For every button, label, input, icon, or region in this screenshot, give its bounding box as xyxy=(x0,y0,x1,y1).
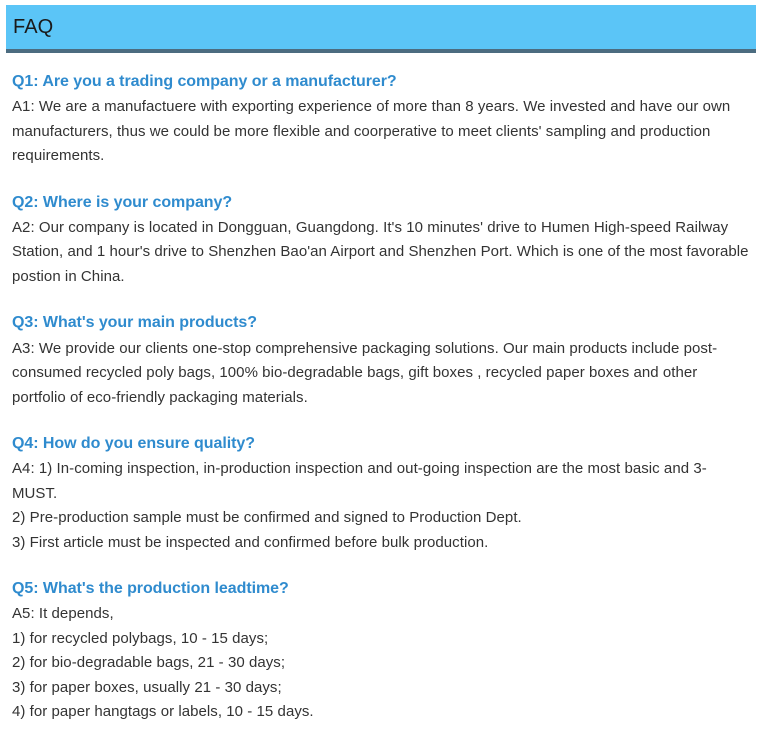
faq-item: Q1: Are you a trading company or a manuf… xyxy=(12,70,752,169)
faq-answer-line: A3: We provide our clients one-stop comp… xyxy=(12,339,718,406)
faq-item: Q4: How do you ensure quality? A4: 1) In… xyxy=(12,432,752,555)
faq-question: Q2: Where is your company? xyxy=(12,193,233,211)
faq-question: Q3: What's your main products? xyxy=(12,314,257,332)
faq-answer-line: 3) for paper boxes, usually 21 - 30 days… xyxy=(12,678,282,696)
faq-answer: A2: Our company is located in Dongguan, … xyxy=(12,216,752,290)
faq-answer-line: A2: Our company is located in Dongguan, … xyxy=(12,218,749,285)
faq-list: Q1: Are you a trading company or a manuf… xyxy=(12,70,752,725)
faq-answer-line: 1) for recycled polybags, 10 - 15 days; xyxy=(12,629,269,647)
faq-item: Q5: What's the production leadtime? A5: … xyxy=(12,577,752,725)
faq-question: Q5: What's the production leadtime? xyxy=(12,580,289,598)
faq-answer: A3: We provide our clients one-stop comp… xyxy=(12,337,752,411)
page-title: FAQ xyxy=(13,16,54,38)
faq-answer-line: 2) for bio-degradable bags, 21 - 30 days… xyxy=(12,654,286,672)
faq-answer-line: 2) Pre-production sample must be confirm… xyxy=(12,509,522,527)
faq-answer-line: 4) for paper hangtags or labels, 10 - 15… xyxy=(12,703,314,721)
faq-banner: FAQ xyxy=(6,5,756,53)
faq-answer-line: A4: 1) In-coming inspection, in-producti… xyxy=(12,460,707,502)
faq-item: Q2: Where is your company? A2: Our compa… xyxy=(12,191,752,290)
faq-item: Q3: What's your main products? A3: We pr… xyxy=(12,311,752,410)
faq-answer-line: A5: It depends, xyxy=(12,605,114,623)
faq-question: Q4: How do you ensure quality? xyxy=(12,435,255,453)
faq-answer-line: A1: We are a manufactuere with exporting… xyxy=(12,98,731,165)
faq-question: Q1: Are you a trading company or a manuf… xyxy=(12,73,397,90)
faq-answer: A1: We are a manufactuere with exporting… xyxy=(12,95,752,169)
faq-answer-line: 3) First article must be inspected and c… xyxy=(12,533,489,551)
faq-answer: A4: 1) In-coming inspection, in-producti… xyxy=(12,457,752,555)
faq-answer: A5: It depends, 1) for recycled polybags… xyxy=(12,602,752,725)
